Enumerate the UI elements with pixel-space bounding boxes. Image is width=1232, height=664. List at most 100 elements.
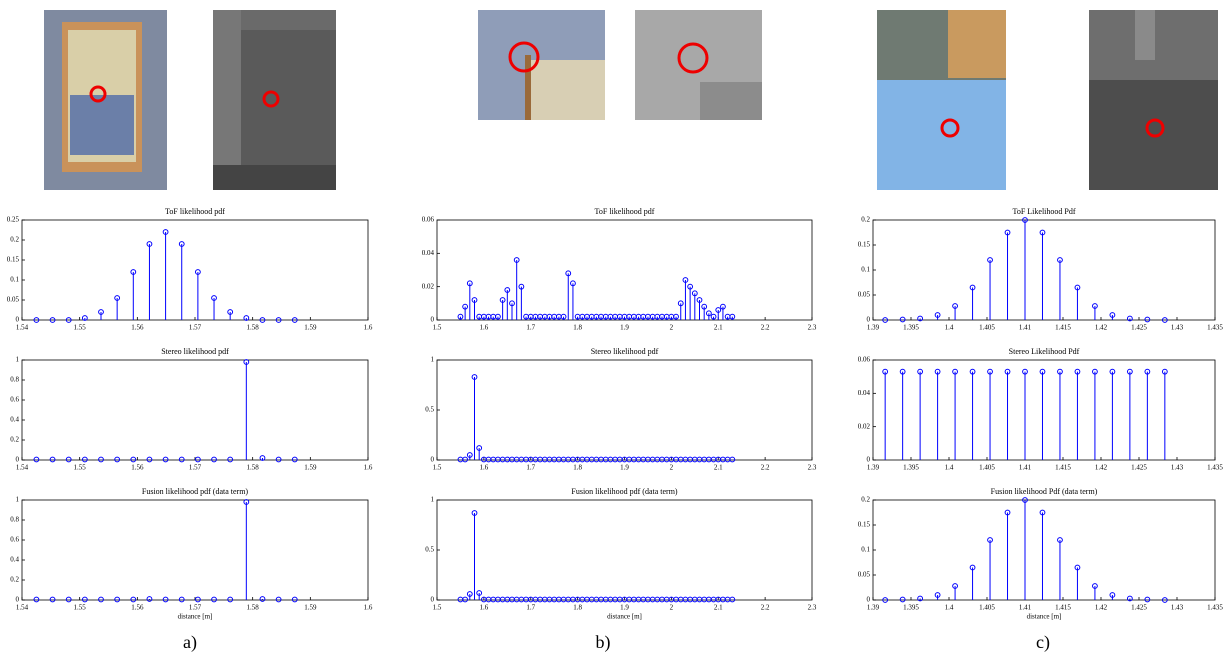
stem xyxy=(499,297,506,320)
x-tick-label: 1.55 xyxy=(74,324,87,332)
x-tick-label: 1.415 xyxy=(1055,464,1071,472)
y-tick-label: 0.2 xyxy=(861,216,870,224)
stem xyxy=(1092,303,1098,320)
stem-marker xyxy=(211,596,217,603)
stem-marker xyxy=(917,368,924,375)
stem xyxy=(178,241,185,320)
stem xyxy=(677,300,684,320)
x-tick-label: 2.3 xyxy=(808,324,817,332)
y-tick-label: 0.2 xyxy=(10,436,19,444)
stem xyxy=(509,300,515,320)
stem xyxy=(729,313,736,320)
x-tick-label: 1.56 xyxy=(131,604,144,612)
stem-marker xyxy=(1144,316,1151,323)
y-tick-label: 0.8 xyxy=(10,376,19,384)
stem xyxy=(275,596,282,603)
stem xyxy=(1004,368,1011,460)
stem xyxy=(917,595,924,602)
stem-marker xyxy=(899,316,906,323)
x-tick-label: 1.56 xyxy=(131,324,144,332)
stem xyxy=(691,290,698,320)
depth-region xyxy=(700,82,762,120)
stem xyxy=(146,596,153,602)
stem-marker xyxy=(130,269,137,275)
stem xyxy=(917,315,924,322)
x-tick-label: 1.5 xyxy=(433,464,442,472)
stem xyxy=(81,596,88,603)
x-tick-label: 1.395 xyxy=(903,464,919,472)
stem xyxy=(1144,316,1151,323)
stem xyxy=(1074,284,1081,320)
x-tick-label: 1.4 xyxy=(945,604,954,612)
y-tick-label: 0.04 xyxy=(422,249,435,257)
stem xyxy=(162,456,169,463)
stem xyxy=(275,456,282,463)
stem xyxy=(114,456,121,463)
y-tick-label: 0 xyxy=(431,456,435,464)
stem xyxy=(457,313,464,320)
stem xyxy=(1004,229,1011,320)
stem xyxy=(476,445,483,460)
stem xyxy=(504,287,511,320)
stem-marker xyxy=(178,241,185,247)
plot-frame xyxy=(872,219,1216,321)
y-tick-label: 0 xyxy=(16,316,20,324)
x-tick-label: 1.6 xyxy=(480,324,489,332)
stem xyxy=(987,257,993,320)
x-tick-label: 1.435 xyxy=(1207,604,1223,612)
stem-marker xyxy=(677,300,684,307)
stem-marker xyxy=(227,456,234,463)
y-tick-label: 1 xyxy=(16,496,20,504)
stem xyxy=(98,456,104,463)
stem-marker xyxy=(146,456,153,463)
stem-marker xyxy=(1057,368,1063,375)
marker-circle xyxy=(940,118,960,138)
stem xyxy=(65,317,72,323)
x-tick-label: 1.435 xyxy=(1207,464,1223,472)
stem-marker xyxy=(81,596,88,603)
stem-marker xyxy=(243,499,250,505)
depth-region xyxy=(1135,10,1155,60)
marker-circle xyxy=(262,90,280,108)
stem xyxy=(114,596,121,603)
stem-marker xyxy=(259,455,266,461)
stem xyxy=(211,456,217,463)
stem xyxy=(882,368,889,460)
x-tick-label: 1.415 xyxy=(1055,604,1071,612)
stem xyxy=(1109,368,1116,460)
stem-marker xyxy=(1144,368,1151,375)
x-tick-label: 1.57 xyxy=(189,324,202,332)
stem-marker xyxy=(934,592,941,598)
y-tick-label: 1 xyxy=(431,496,435,504)
x-tick-label: 1.58 xyxy=(247,324,260,332)
stem-marker xyxy=(291,317,298,323)
stem xyxy=(729,596,736,603)
stem xyxy=(1144,596,1151,603)
plot-frame xyxy=(21,219,369,321)
stem-marker xyxy=(259,317,266,323)
stem xyxy=(565,270,572,320)
stem xyxy=(33,456,40,463)
x-tick-label: 1.59 xyxy=(304,324,317,332)
x-tick-label: 1.435 xyxy=(1207,324,1223,332)
y-tick-label: 0 xyxy=(867,456,871,464)
stem-marker xyxy=(114,295,121,301)
plot-frame xyxy=(21,359,369,461)
x-tick-label: 1.405 xyxy=(979,604,995,612)
stem xyxy=(227,596,234,603)
x-tick-label: 1.39 xyxy=(867,604,880,612)
stem-marker xyxy=(466,591,473,597)
x-tick-label: 2.2 xyxy=(761,604,770,612)
book-bottom xyxy=(948,10,1006,78)
x-tick-label: 1.8 xyxy=(573,464,582,472)
stem-marker xyxy=(65,456,72,463)
stem-marker xyxy=(917,595,924,602)
stem-marker xyxy=(1126,595,1133,602)
x-tick-label: 1.6 xyxy=(364,604,373,612)
stem-marker xyxy=(1039,368,1046,375)
stem-marker xyxy=(194,596,201,603)
stem xyxy=(194,269,201,320)
stem-marker xyxy=(98,596,104,603)
stem xyxy=(130,269,137,320)
stem-marker xyxy=(243,315,250,321)
